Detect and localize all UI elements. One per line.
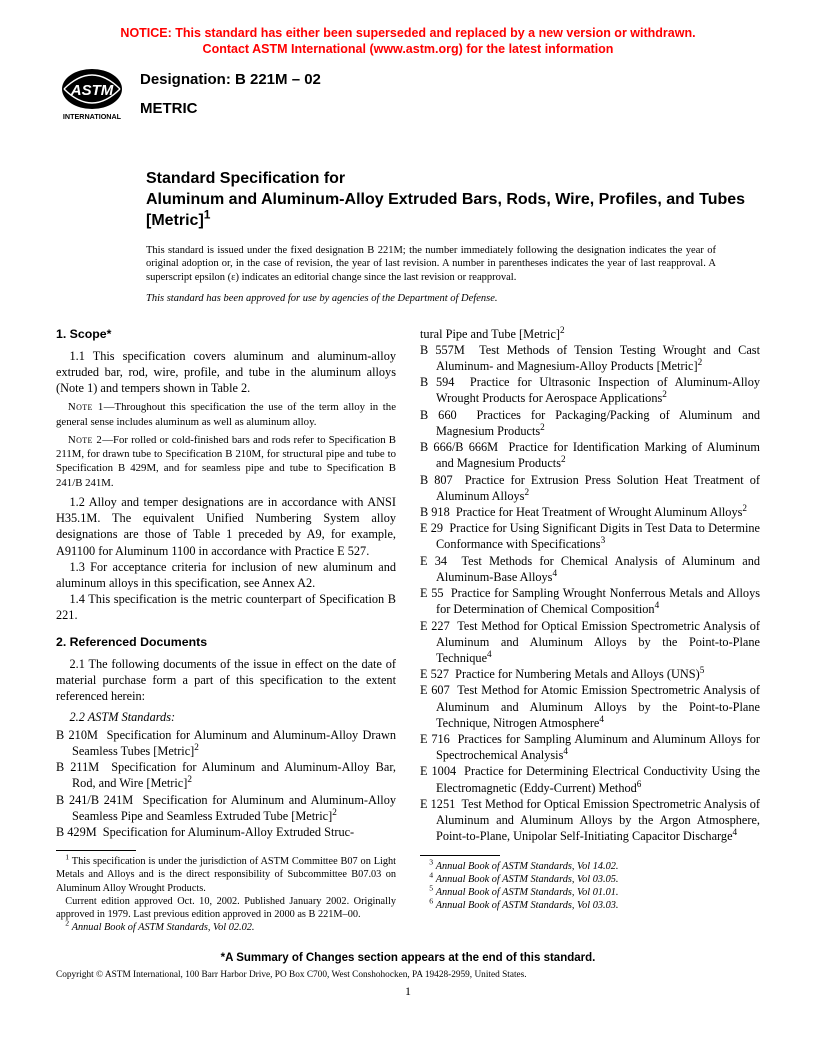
- notice-line-2: Contact ASTM International (www.astm.org…: [203, 42, 614, 56]
- note-1: Note 1—Throughout this specification the…: [56, 400, 396, 429]
- title-lead: Standard Specification for: [146, 170, 345, 187]
- notice-line-1: NOTICE: This standard has either been su…: [120, 26, 695, 40]
- section-heading-refdocs: 2. Referenced Documents: [56, 634, 396, 650]
- footnote-1b: Current edition approved Oct. 10, 2002. …: [56, 895, 396, 921]
- title-main: Aluminum and Aluminum-Alloy Extruded Bar…: [146, 191, 745, 229]
- document-title: Standard Specification for Aluminum and …: [146, 169, 746, 231]
- metric-label: METRIC: [140, 100, 321, 117]
- reference-item: E 227 Test Method for Optical Emission S…: [436, 618, 760, 667]
- footnote-1a: 1 This specification is under the jurisd…: [56, 855, 396, 895]
- summary-note: *A Summary of Changes section appears at…: [56, 952, 760, 964]
- designation: Designation: B 221M – 02: [140, 71, 321, 88]
- reference-item: B 666/B 666M Practice for Identification…: [436, 439, 760, 471]
- note-2: Note 2—For rolled or cold-finished bars …: [56, 433, 396, 490]
- reference-item: B 557M Test Methods of Tension Testing W…: [436, 342, 760, 374]
- header: ASTM INTERNATIONAL Designation: B 221M –…: [56, 67, 760, 123]
- para-1-2: 1.2 Alloy and temper designations are in…: [56, 494, 396, 559]
- dod-approval-note: This standard has been approved for use …: [146, 293, 716, 304]
- para-1-3: 1.3 For acceptance criteria for inclusio…: [56, 559, 396, 591]
- copyright: Copyright © ASTM International, 100 Barr…: [56, 970, 760, 980]
- reference-item: E 29 Practice for Using Significant Digi…: [436, 520, 760, 552]
- reference-item: B 429M Specification for Aluminum-Alloy …: [72, 824, 396, 840]
- reference-item: B 918 Practice for Heat Treatment of Wro…: [436, 504, 760, 520]
- reference-item: E 607 Test Method for Atomic Emission Sp…: [436, 682, 760, 731]
- section-heading-scope: 1. Scope*: [56, 326, 396, 342]
- footnote-5: 5 Annual Book of ASTM Standards, Vol 01.…: [420, 886, 760, 899]
- para-2-1: 2.1 The following documents of the issue…: [56, 656, 396, 705]
- svg-text:INTERNATIONAL: INTERNATIONAL: [63, 112, 122, 121]
- footnote-6: 6 Annual Book of ASTM Standards, Vol 03.…: [420, 899, 760, 912]
- footnote-2: 2 Annual Book of ASTM Standards, Vol 02.…: [56, 921, 396, 934]
- footnote-rule-left: [56, 850, 136, 851]
- title-footnote-ref: 1: [204, 208, 211, 222]
- reference-item: B 210M Specification for Aluminum and Al…: [72, 727, 396, 759]
- page-number: 1: [56, 984, 760, 999]
- reference-item: E 527 Practice for Numbering Metals and …: [436, 666, 760, 682]
- para-1-4: 1.4 This specification is the metric cou…: [56, 591, 396, 623]
- reference-item: B 807 Practice for Extrusion Press Solut…: [436, 472, 760, 504]
- svg-text:ASTM: ASTM: [70, 82, 114, 99]
- footnote-rule-right: [420, 855, 500, 856]
- reference-item: E 716 Practices for Sampling Aluminum an…: [436, 731, 760, 763]
- notice-banner: NOTICE: This standard has either been su…: [56, 26, 760, 57]
- footnote-3: 3 Annual Book of ASTM Standards, Vol 14.…: [420, 860, 760, 873]
- reference-item: E 1004 Practice for Determining Electric…: [436, 763, 760, 795]
- astm-logo-icon: ASTM INTERNATIONAL: [56, 67, 128, 123]
- reference-item: B 241/B 241M Specification for Aluminum …: [72, 792, 396, 824]
- reference-item: E 55 Practice for Sampling Wrought Nonfe…: [436, 585, 760, 617]
- para-1-1: 1.1 This specification covers aluminum a…: [56, 348, 396, 397]
- reference-item: B 660 Practices for Packaging/Packing of…: [436, 407, 760, 439]
- reference-item: tural Pipe and Tube [Metric]2: [436, 326, 760, 342]
- reference-item: B 594 Practice for Ultrasonic Inspection…: [436, 374, 760, 406]
- para-2-2: 2.2 ASTM Standards:: [56, 709, 396, 725]
- issuance-note: This standard is issued under the fixed …: [146, 244, 716, 285]
- footnote-4: 4 Annual Book of ASTM Standards, Vol 03.…: [420, 873, 760, 886]
- reference-item: E 34 Test Methods for Chemical Analysis …: [436, 553, 760, 585]
- reference-item: B 211M Specification for Aluminum and Al…: [72, 759, 396, 791]
- body-columns: 1. Scope* 1.1 This specification covers …: [56, 326, 760, 935]
- reference-item: E 1251 Test Method for Optical Emission …: [436, 796, 760, 845]
